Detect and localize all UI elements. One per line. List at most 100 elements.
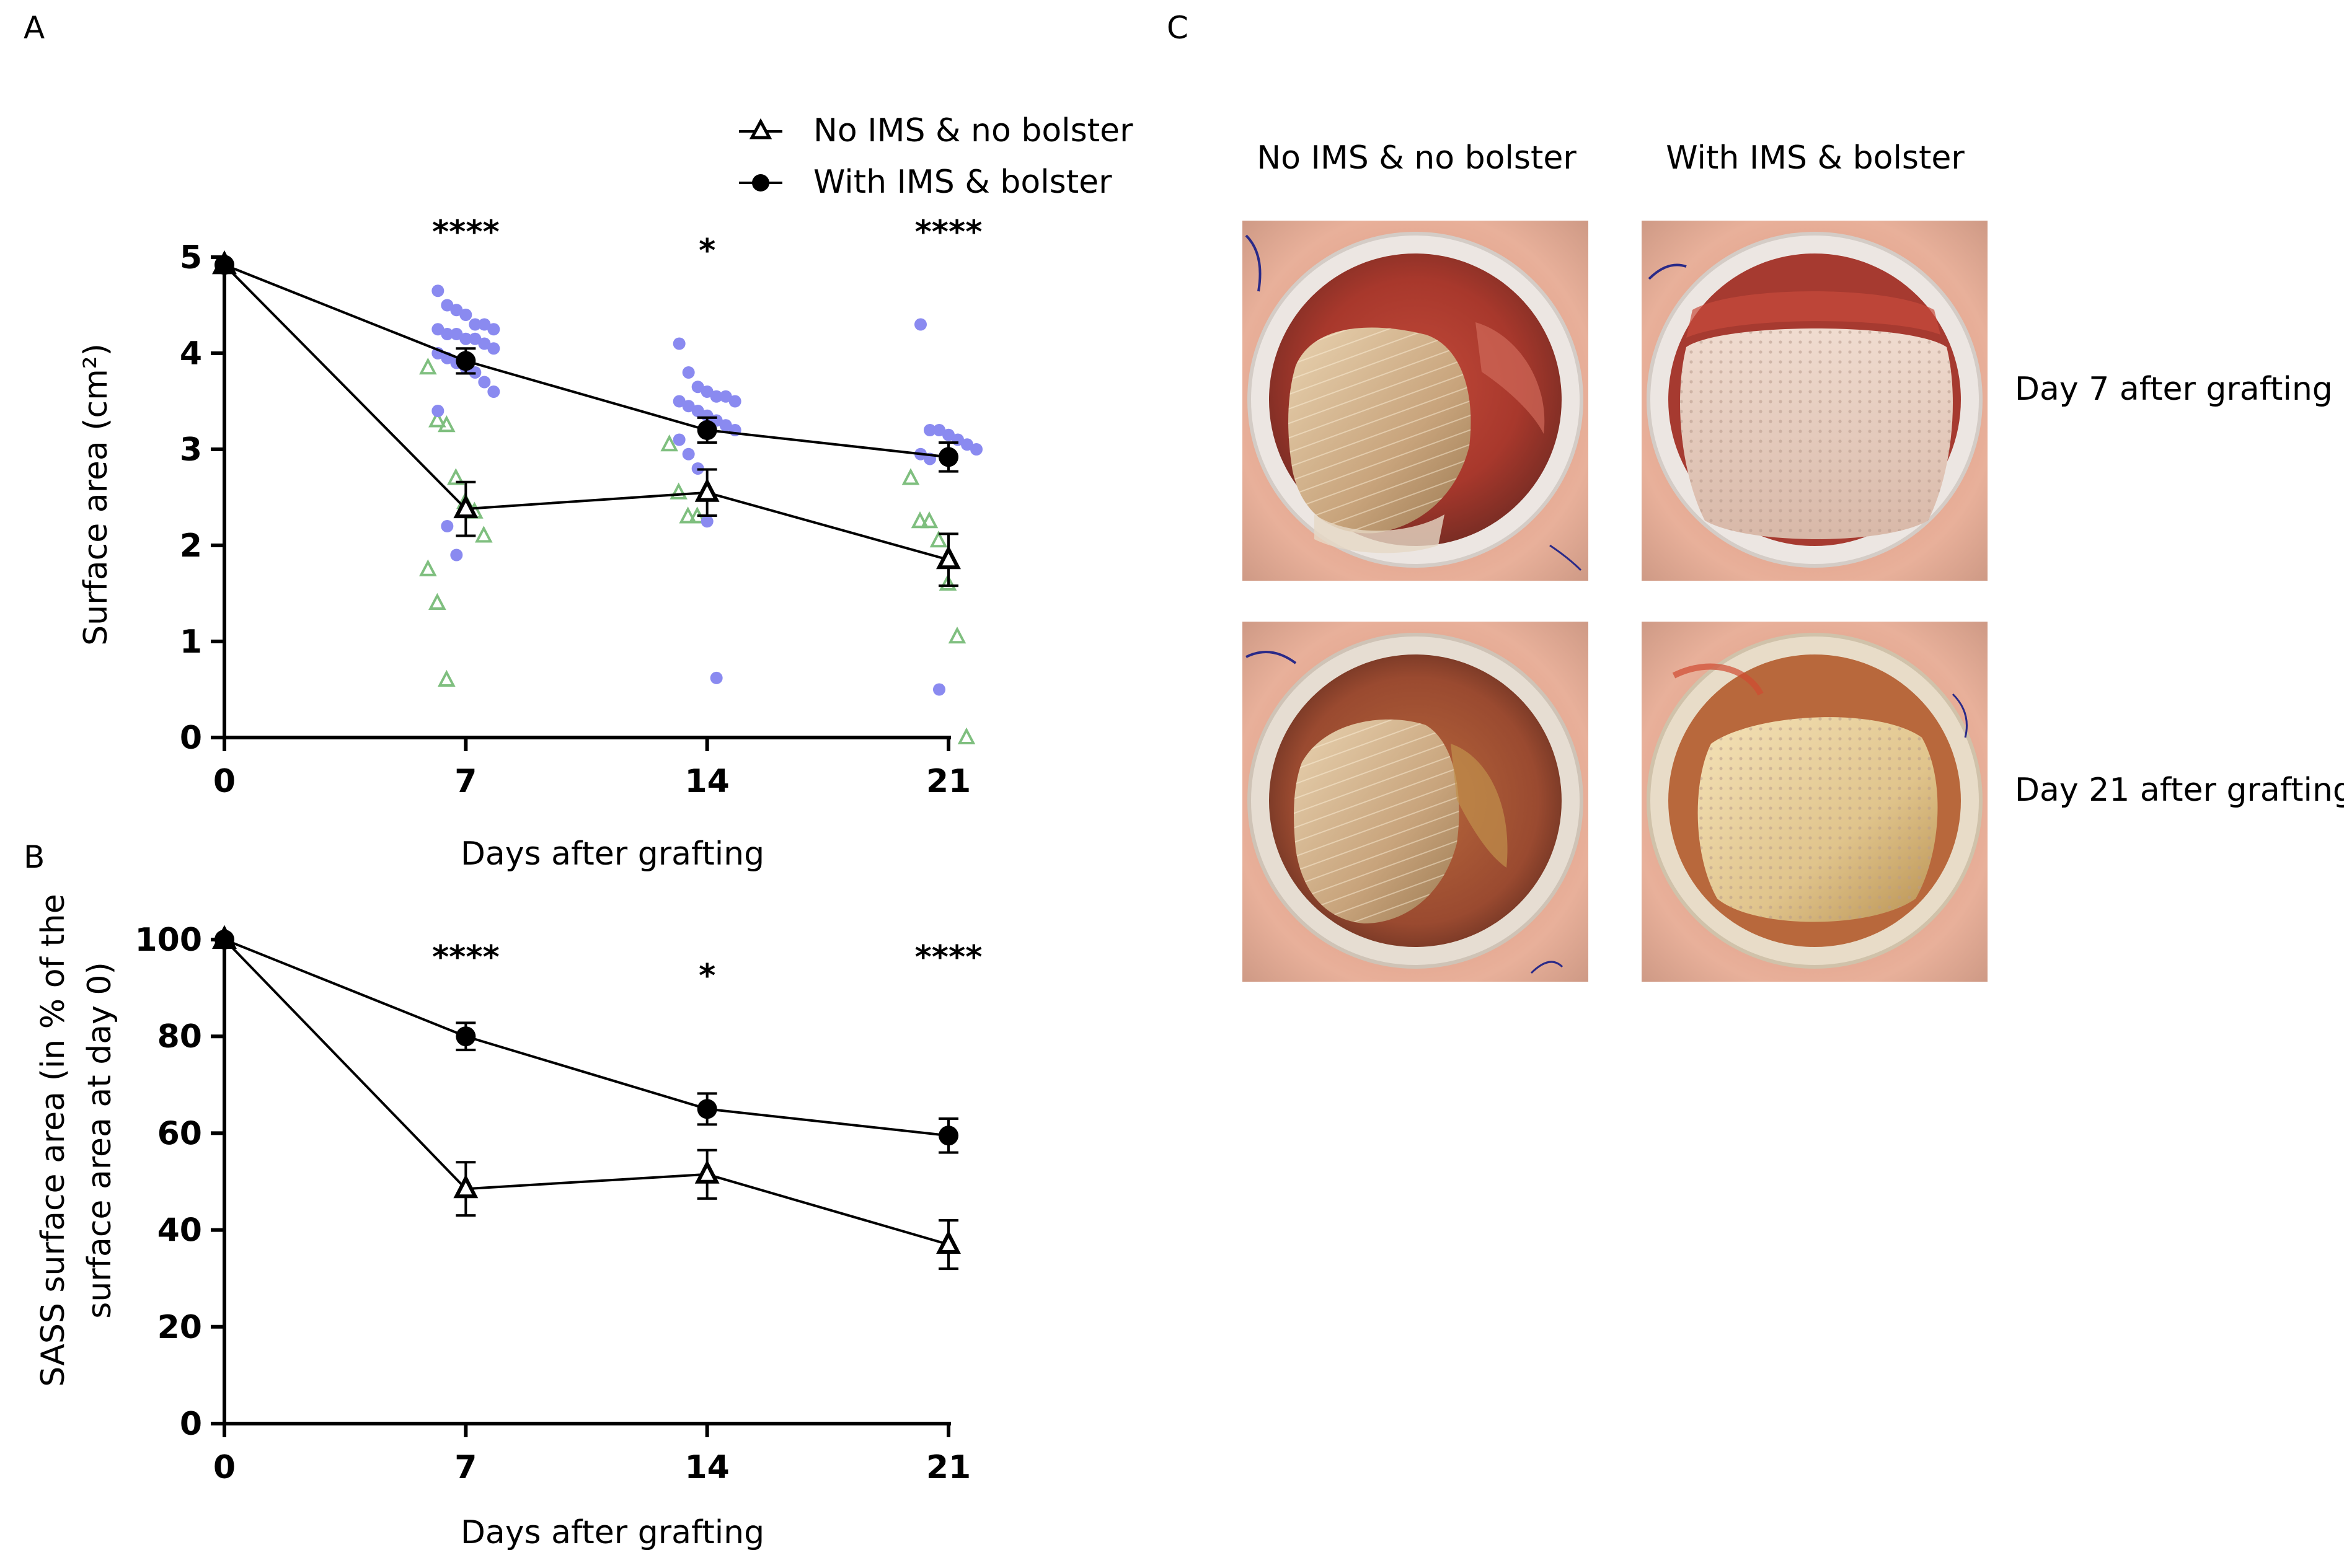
chart-b-significance-label: **** [432,939,500,976]
chart-a-point-no-ims [901,468,920,485]
chart-b-xlabel: Days after grafting [461,1514,764,1551]
chart-a-point-no-ims [419,559,437,576]
chart-a-point-no-ims [939,573,957,591]
panel-label-b: B [24,839,45,875]
chart-a-point-with-ims [933,424,945,436]
chart-a-point-with-ims [469,318,482,331]
chart-a-point-with-ims [450,328,463,340]
chart-a-significance-label: **** [432,214,500,251]
legend-label-with-ims: With IMS & bolster [813,164,1112,201]
chart-a-point-with-ims [710,671,723,684]
chart-a-point-with-ims [691,405,704,417]
panel-label-a: A [24,10,45,46]
chart-b-y-tick-label: 20 [157,1309,202,1346]
chart-a-y-tick-label: 2 [180,527,202,565]
chart-a-y-tick-label: 3 [180,431,202,469]
panel-c-header-with-ims: With IMS & bolster [1666,139,1965,177]
chart-a-x-tick-label: 7 [454,763,477,800]
chart-a-x-tick-label: 21 [926,763,971,800]
chart-a-x-tick-label: 0 [213,763,236,800]
chart-a-point-with-ims [431,323,444,336]
chart-a-point-with-ims [933,683,945,696]
chart-a-x-tick-label: 14 [684,763,729,800]
chart-a-y-tick-label: 4 [180,335,202,372]
chart-b-y-tick-label: 0 [180,1406,202,1443]
chart-a-point-no-ims [679,506,697,524]
chart-b-significance-label: * [699,958,715,995]
chart-b-x-tick-label: 7 [454,1449,477,1486]
chart-b-y-tick-label: 60 [157,1115,202,1152]
chart-a-point-with-ims [682,447,695,460]
chart-a-y-tick-label: 1 [180,623,202,661]
chart-a-xlabel: Days after grafting [461,835,764,873]
legend-label-no-ims: No IMS & no bolster [813,112,1133,149]
chart-a-y-tick-label: 5 [180,239,202,276]
chart-b-mean-triangle [936,1230,961,1254]
chart-a-point-with-ims [691,381,704,394]
legend: No IMS & no bolster With IMS & bolster [739,112,1133,201]
chart-b-mean-circle [214,930,234,949]
chart-b-y-tick-label: 40 [157,1212,202,1249]
chart-a-point-with-ims [478,337,491,350]
panel-label-c: C [1167,10,1188,46]
panel-c-row-label-day21: Day 21 after grafting [2015,772,2344,809]
chart-a-point-with-ims [441,299,454,312]
chart-a-point-with-ims [673,395,686,408]
chart-a-point-with-ims [673,337,686,350]
chart-a-point-with-ims [431,405,444,417]
chart-a-mean-circle [214,255,234,275]
chart-a-point-no-ims [920,511,939,529]
chart-a-point-with-ims [701,385,714,398]
chart-a-mean-triangle [936,545,961,570]
chart-a-mean-circle [456,351,476,371]
chart-b-ylabel-line2: surface area at day 0) [81,962,118,1319]
chart-a-point-with-ims [478,318,491,331]
chart-a-point-with-ims [478,376,491,389]
chart-b-mean-triangle [694,1160,720,1184]
chart-a-point-with-ims [487,323,500,336]
chart-a-point-with-ims [450,304,463,317]
chart-a-significance-label: **** [915,214,983,251]
chart-a-point-with-ims [469,332,482,345]
chart-b-y-tick-label: 100 [135,922,202,959]
chart-a-point-with-ims [701,515,714,528]
chart-a-point-no-ims [475,526,493,543]
panel-c-header-no-ims: No IMS & no bolster [1257,139,1577,177]
legend-circle-icon [752,174,769,192]
chart-a-point-with-ims [728,395,741,408]
legend-triangle-icon [749,118,772,139]
chart-a-point-no-ims [660,434,678,452]
chart-a-point-no-ims [929,530,948,548]
chart-b-series-line-with-ims [224,938,949,1137]
chart-a-series-line-no-ims [223,263,949,562]
chart-a-point-no-ims [419,357,437,375]
chart-a-point-with-ims [914,318,927,331]
chart-a-point-with-ims [719,390,732,403]
chart-a-point-with-ims [961,438,973,451]
chart-a-ylabel: Surface area (cm²) [77,343,115,646]
chart-a-point-no-ims [948,626,966,644]
chart-a-point-with-ims [942,428,955,441]
chart-b-mean-circle [939,1125,958,1146]
chart-a-point-no-ims [911,511,929,529]
chart-a-point-with-ims [970,443,983,456]
chart-a-point-with-ims [924,424,936,436]
chart-a-point-with-ims [441,328,454,340]
chart-a-point-no-ims [438,669,456,687]
chart-a-mean-triangle [694,478,720,502]
chart-a-point-with-ims [682,366,695,379]
chart-a-series-line-with-ims [224,263,949,459]
photo-with-ims-day7 [1642,221,1988,581]
chart-a-point-no-ims [428,592,446,610]
chart-a-point-with-ims [710,390,723,403]
chart-a-point-no-ims [957,727,976,744]
chart-a-point-with-ims [673,433,686,446]
chart-a-point-with-ims [487,385,500,398]
chart-b-series-line-no-ims [223,938,949,1246]
chart-b-mean-circle [456,1026,476,1047]
chart-a-point-with-ims [431,284,444,297]
chart-a-y-tick-label: 0 [180,720,202,757]
